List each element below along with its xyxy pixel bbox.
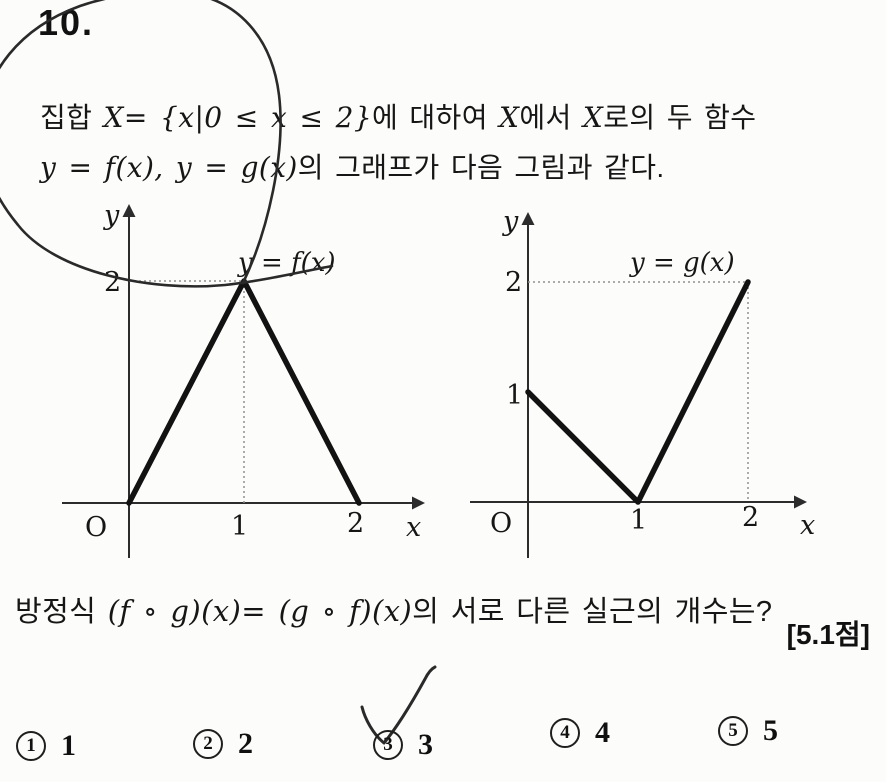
f-y-axis-label: y (103, 200, 120, 231)
f-x-axis-label: x (406, 512, 421, 543)
question-number: 10. (38, 2, 95, 43)
math-segment: y = f(x), y = g(x) (40, 151, 298, 184)
math-segment: X (582, 101, 604, 134)
choice-4-value: 4 (595, 716, 610, 749)
math-segment: x (178, 101, 195, 134)
f-x-tick-2: 2 (347, 508, 364, 539)
g-y-axis-label: y (502, 206, 519, 237)
problem-statement-line1: 집합 X= {x|0 ≤ x ≤ 2}에 대하여 X에서 X로의 두 함수 (40, 100, 756, 136)
math-segment: X (103, 101, 124, 134)
f-graph: y x O 1 2 2 y = f(x) (62, 200, 425, 558)
g-curve-label: y = g(x) (629, 248, 735, 278)
math-segment: x (270, 101, 288, 134)
g-graph: y x O 1 2 1 2 y = g(x) (470, 206, 815, 558)
choice-3-value: 3 (418, 728, 433, 761)
function-curve (525, 279, 751, 505)
choice-4-marker: 4 (550, 718, 580, 748)
answer-choice-5[interactable]: 5 5 (718, 714, 778, 748)
g-y-tick-2: 2 (505, 267, 522, 298)
answer-choice-3[interactable]: 3 3 (373, 728, 433, 762)
choice-5-value: 5 (763, 714, 778, 747)
g-x-tick-1: 1 (630, 505, 647, 536)
choice-2-value: 2 (238, 727, 253, 760)
answer-choice-4[interactable]: 4 4 (550, 716, 610, 750)
text-segment: 에 대하여 (372, 102, 500, 133)
math-segment: = { (123, 101, 179, 134)
math-segment: ≤ 2} (287, 101, 373, 134)
g-x-axis-label: x (800, 510, 815, 541)
question-prompt: 방정식 (f ∘ g)(x)= (g ∘ f)(x)의 서로 다른 실근의 개수… (15, 593, 772, 630)
choice-2-marker: 2 (193, 729, 223, 759)
f-origin-label: O (85, 512, 107, 543)
choice-1-value: 1 (61, 729, 76, 762)
f-y-axis-arrow-icon (122, 204, 136, 217)
math-segment: X (499, 101, 520, 134)
math-segment: |0 ≤ (194, 101, 271, 134)
text-segment: 의 그래프가 다음 그림과 같다. (297, 152, 665, 183)
points-badge: [5.1점] (786, 619, 870, 650)
math-segment: (f ∘ g)(x)= (g ∘ f)(x) (107, 594, 413, 628)
choice-5-marker: 5 (718, 716, 748, 746)
text-segment: 에서 (519, 102, 583, 133)
g-y-tick-1: 1 (506, 380, 523, 411)
text-segment: 로의 두 함수 (603, 102, 757, 133)
f-x-tick-1: 1 (231, 511, 248, 542)
text-segment: 집합 (40, 102, 104, 133)
problem-statement-line2: y = f(x), y = g(x)의 그래프가 다음 그림과 같다. (40, 150, 665, 186)
g-y-axis-arrow-icon (521, 212, 535, 225)
f-curve-label: y = f(x) (237, 248, 336, 278)
g-x-axis-arrow-icon (794, 495, 807, 509)
g-x-tick-2: 2 (742, 502, 759, 533)
choice-3-marker: 3 (373, 730, 403, 760)
g-origin-label: O (490, 508, 512, 539)
text-segment: 의 서로 다른 실근의 개수는? (412, 596, 773, 628)
choice-1-marker: 1 (16, 731, 46, 761)
answer-choice-1[interactable]: 1 1 (16, 729, 76, 763)
text-segment: 방정식 (15, 596, 108, 628)
f-y-tick-2: 2 (104, 267, 121, 298)
function-curve (126, 278, 362, 506)
answer-choice-2[interactable]: 2 2 (193, 727, 253, 761)
f-x-axis-arrow-icon (412, 496, 425, 510)
